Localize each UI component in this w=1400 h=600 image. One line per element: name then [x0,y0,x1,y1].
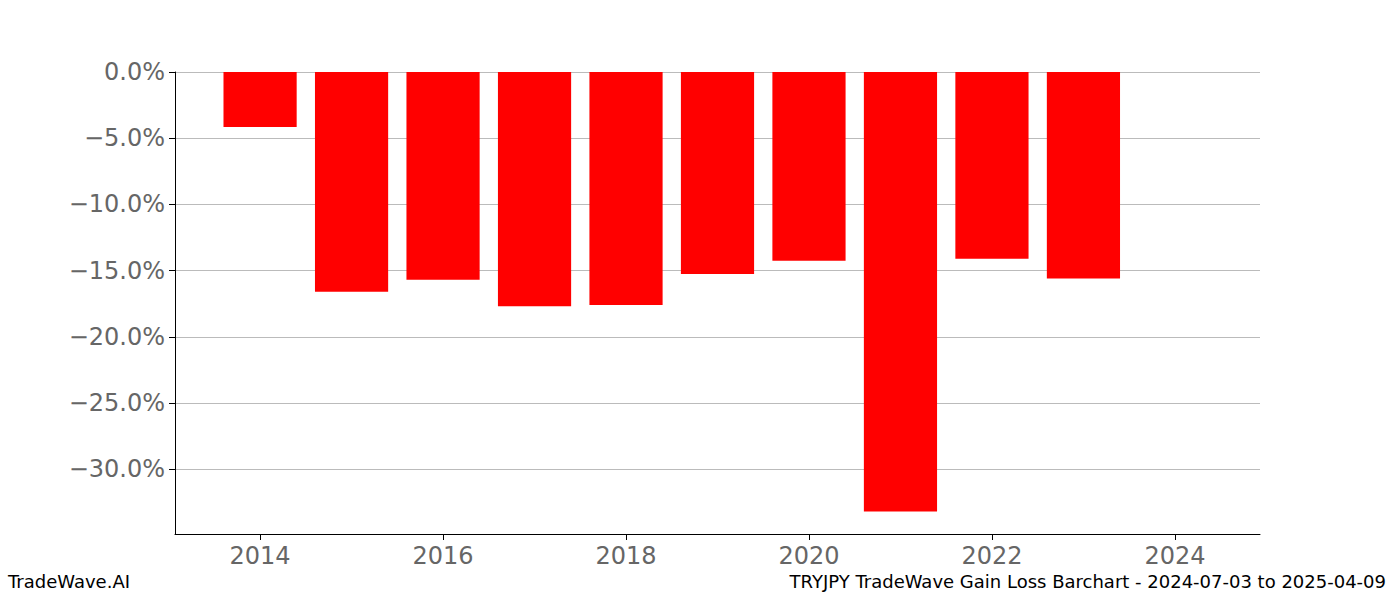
svg-text:2018: 2018 [595,542,656,570]
svg-text:−15.0%: −15.0% [69,257,165,285]
svg-text:−20.0%: −20.0% [69,323,165,351]
svg-text:−5.0%: −5.0% [84,124,165,152]
svg-text:2016: 2016 [413,542,474,570]
svg-text:−10.0%: −10.0% [69,190,165,218]
svg-text:2022: 2022 [961,542,1022,570]
svg-text:TRYJPY TradeWave Gain Loss Bar: TRYJPY TradeWave Gain Loss Barchart - 20… [789,571,1386,592]
svg-text:2014: 2014 [230,542,291,570]
svg-text:−25.0%: −25.0% [69,389,165,417]
svg-text:TradeWave.AI: TradeWave.AI [7,571,130,592]
svg-text:0.0%: 0.0% [104,58,165,86]
svg-text:2024: 2024 [1144,542,1205,570]
svg-text:−30.0%: −30.0% [69,455,165,483]
svg-text:2020: 2020 [778,542,839,570]
